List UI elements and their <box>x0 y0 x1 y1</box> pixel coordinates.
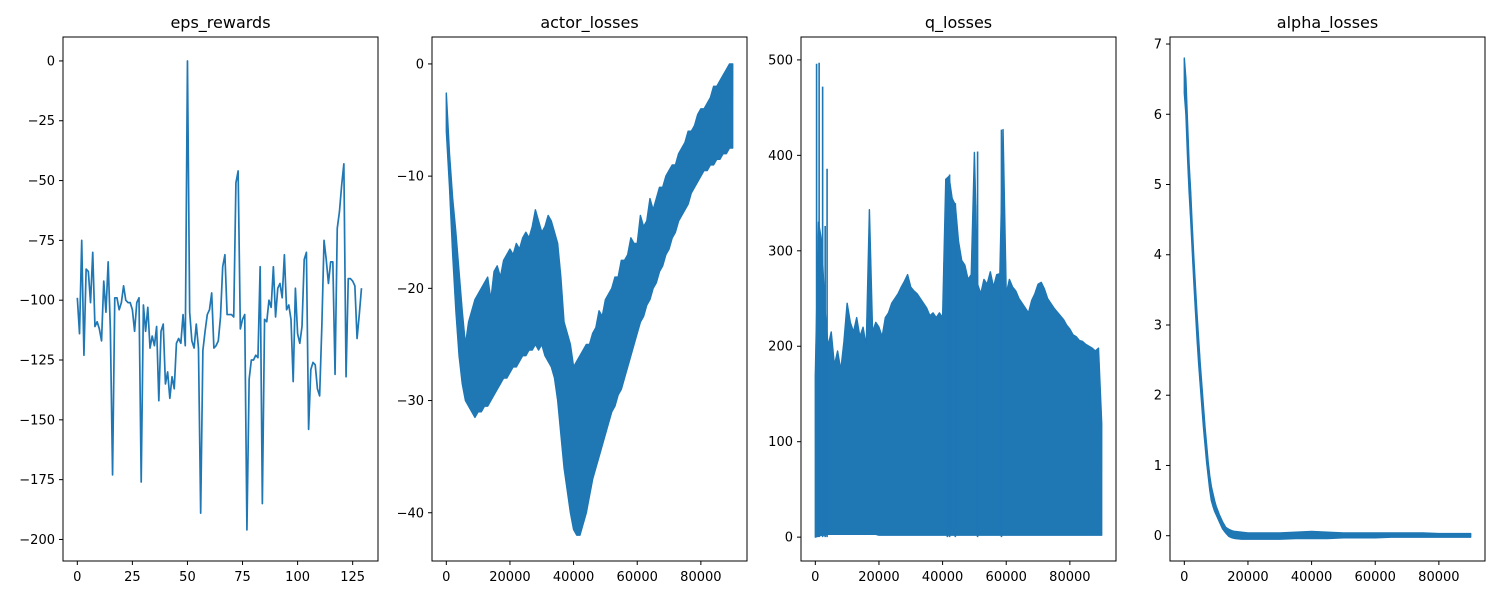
subplot-eps_rewards: eps_rewards 0 25 50 75 100 125 −200 −175 −150 −125… <box>19 13 379 585</box>
subplot-q_losses: q_losses 0 20000 40000 60000 80000 0 100 200 300 4… <box>768 13 1117 585</box>
y-tick-label: −100 <box>19 294 55 309</box>
y-tick-label: −50 <box>28 174 55 189</box>
x-tick-label: 25 <box>124 570 141 585</box>
axes-frame <box>1169 36 1486 562</box>
y-tick-label: 0 <box>416 57 424 72</box>
plot-area <box>814 62 1103 538</box>
x-tick-label: 20000 <box>489 570 530 585</box>
x-tick-label: 60000 <box>1355 570 1396 585</box>
y-tick-label: −175 <box>19 473 55 488</box>
axes-frame <box>800 36 1117 562</box>
x-tick-label: 0 <box>73 570 81 585</box>
x-tick-label: 50 <box>179 570 196 585</box>
y-tick-label: −25 <box>28 114 55 129</box>
x-tick-label: 0 <box>1180 570 1188 585</box>
plot-area <box>445 63 734 536</box>
y-tick-label: −10 <box>397 170 424 185</box>
x-tick-label: 40000 <box>553 570 594 585</box>
x-tick-label: 80000 <box>1418 570 1459 585</box>
plot-area <box>76 60 363 531</box>
axes-frame <box>62 36 379 562</box>
subplot-alpha_losses: alpha_losses 0 20000 40000 60000 80000 0 1 2 3 4 5 6… <box>1154 13 1486 585</box>
subplot-title: alpha_losses <box>1277 13 1378 33</box>
x-tick-label: 40000 <box>1291 570 1332 585</box>
series-line <box>445 63 734 536</box>
y-tick-label: −125 <box>19 354 55 369</box>
subplot-actor_losses: actor_losses 0 20000 40000 60000 80000 −40 −30 −… <box>397 13 748 585</box>
y-tick-label: 1 <box>1154 459 1162 474</box>
x-tick-label: 80000 <box>680 570 721 585</box>
series-line <box>76 60 363 531</box>
y-tick-label: 200 <box>768 340 793 355</box>
y-tick-label: −200 <box>19 533 55 548</box>
y-tick-label: −40 <box>397 506 424 521</box>
plot-area <box>1183 57 1472 540</box>
y-tick-label: 400 <box>768 149 793 164</box>
y-tick-label: 300 <box>768 244 793 259</box>
series-envelope <box>1183 57 1472 540</box>
y-tick-label: −150 <box>19 413 55 428</box>
x-tick-label: 125 <box>340 570 365 585</box>
y-tick-label: 100 <box>768 435 793 450</box>
y-tick-label: 500 <box>768 53 793 68</box>
y-tick-label: 2 <box>1154 389 1162 404</box>
subplot-title: actor_losses <box>540 13 638 33</box>
series-line <box>814 129 1103 538</box>
x-tick-label: 0 <box>811 570 819 585</box>
y-tick-label: 4 <box>1154 248 1162 263</box>
y-tick-label: −75 <box>28 234 55 249</box>
y-tick-label: 6 <box>1154 108 1162 123</box>
x-tick-label: 60000 <box>986 570 1027 585</box>
y-tick-label: −30 <box>397 394 424 409</box>
x-tick-label: 40000 <box>922 570 963 585</box>
x-tick-label: 100 <box>285 570 310 585</box>
x-tick-label: 0 <box>442 570 450 585</box>
y-tick-label: 3 <box>1154 318 1162 333</box>
series-line <box>1183 58 1472 540</box>
x-tick-label: 60000 <box>617 570 658 585</box>
y-tick-label: 0 <box>785 531 793 546</box>
x-tick-label: 20000 <box>1227 570 1268 585</box>
y-tick-label: 7 <box>1154 38 1162 53</box>
y-tick-label: 0 <box>47 54 55 69</box>
y-tick-label: 5 <box>1154 178 1162 193</box>
y-tick-label: 0 <box>1154 529 1162 544</box>
subplot-title: q_losses <box>925 13 992 33</box>
x-tick-label: 75 <box>234 570 251 585</box>
x-tick-label: 80000 <box>1049 570 1090 585</box>
y-tick-label: −20 <box>397 282 424 297</box>
axes-frame <box>431 36 748 562</box>
subplot-title: eps_rewards <box>170 13 270 33</box>
x-tick-label: 20000 <box>858 570 899 585</box>
